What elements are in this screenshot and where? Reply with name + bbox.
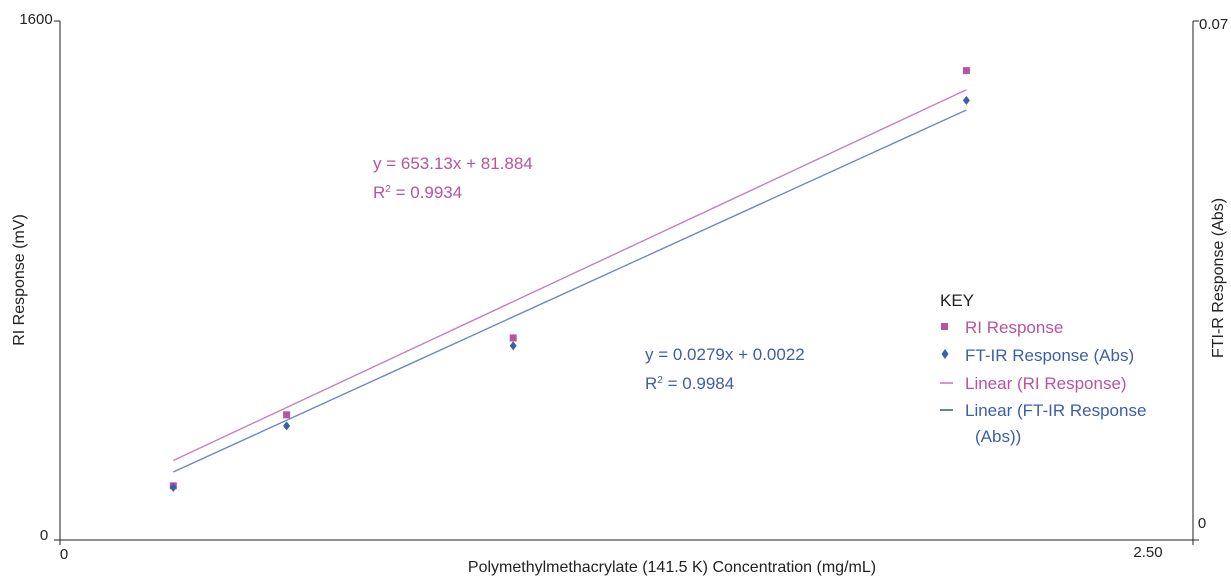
legend-item: RI Response — [941, 318, 1063, 337]
ftir-equation: y = 0.0279x + 0.0022 — [645, 345, 805, 364]
y-tick-label: 1600 — [19, 11, 52, 28]
legend-label: Linear (RI Response) — [965, 374, 1127, 393]
y2-tick-label: 0.07 — [1199, 16, 1228, 33]
x-tick-label: 2.50 — [1133, 544, 1162, 561]
ftir-point — [509, 341, 517, 351]
data-points — [169, 67, 970, 492]
legend-label: (Abs)) — [975, 427, 1021, 446]
x-tick-label: 0 — [60, 546, 68, 563]
y-tick-label: 0 — [40, 527, 48, 544]
legend-item: Linear (FT-IR Response (Abs)) — [940, 401, 1146, 446]
trendline-0 — [173, 89, 967, 462]
legend-title: KEY — [940, 291, 974, 310]
y2-tick-label: 0 — [1198, 515, 1206, 532]
y2-axis-title: FTI-R Response (Abs) — [1210, 198, 1227, 358]
trendlines — [173, 89, 967, 473]
y-axis-title: RI Response (mV) — [11, 214, 28, 346]
legend-label: FT-IR Response (Abs) — [965, 346, 1134, 365]
ri-r-squared: R2 = 0.9934 — [373, 183, 462, 202]
ri-point — [509, 334, 517, 342]
ftir-point — [283, 421, 291, 431]
x-axis-title: Polymethylmethacrylate (141.5 K) Concent… — [468, 559, 876, 576]
ftir-point — [169, 482, 177, 492]
legend-item: Linear (RI Response) — [940, 374, 1127, 393]
annotations: y = 653.13x + 81.884 R2 = 0.9934 y = 0.027… — [373, 154, 805, 393]
legend-label: RI Response — [965, 318, 1063, 337]
legend: KEY RI Response FT-IR Response (Abs) Linear… — [940, 291, 1146, 446]
ftir-r-squared: R2 = 0.9984 — [645, 374, 734, 393]
ri-equation: y = 653.13x + 81.884 — [373, 154, 533, 173]
legend-item: FT-IR Response (Abs) — [941, 346, 1134, 365]
trendline-1 — [173, 109, 967, 473]
legend-square-icon — [941, 323, 948, 330]
legend-diamond-icon — [941, 349, 949, 359]
ftir-point — [962, 95, 970, 105]
ri-point — [283, 411, 291, 419]
ri-point — [962, 67, 970, 75]
legend-label: Linear (FT-IR Response — [965, 401, 1146, 420]
